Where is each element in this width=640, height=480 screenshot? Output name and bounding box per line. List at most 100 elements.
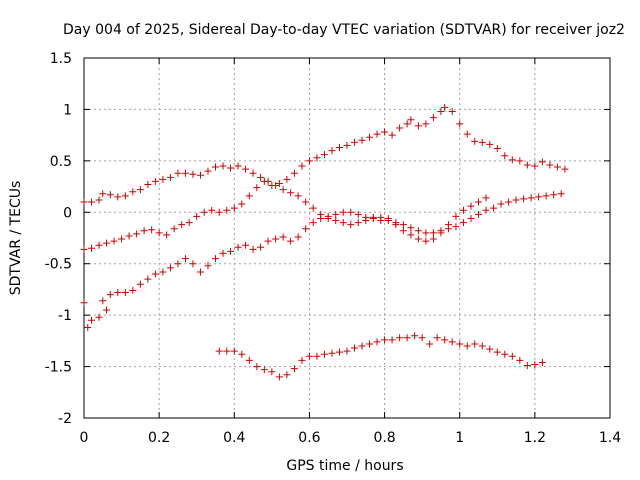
data-point [249, 169, 257, 177]
data-point [84, 323, 92, 331]
data-point [219, 249, 227, 257]
data-point [527, 194, 535, 202]
data-point [452, 212, 460, 220]
data-point [437, 107, 445, 115]
data-point [227, 247, 235, 255]
data-point [151, 270, 159, 278]
data-point [546, 161, 554, 169]
data-point [204, 262, 212, 270]
data-point [234, 162, 242, 170]
data-point [339, 208, 347, 216]
data-point [193, 212, 201, 220]
data-point [305, 352, 313, 360]
x-tick-label: 0.8 [373, 430, 395, 446]
data-point [441, 103, 449, 111]
data-point [257, 173, 265, 181]
data-point [328, 147, 336, 155]
data-point [471, 137, 479, 145]
data-point [129, 188, 137, 196]
data-point [275, 179, 283, 187]
data-point [373, 338, 381, 346]
series-track-4 [215, 332, 546, 381]
data-point [223, 206, 231, 214]
data-point [245, 356, 253, 364]
data-point [448, 107, 456, 115]
data-point [332, 217, 340, 225]
data-point [215, 208, 223, 216]
y-axis-label: SDTVAR / TECUs [8, 181, 24, 296]
data-point [212, 255, 219, 263]
y-tick-label: 0.5 [50, 154, 72, 170]
data-point [144, 275, 152, 283]
data-point [185, 219, 193, 227]
y-tick-label: 0 [63, 205, 72, 221]
series-track-3 [80, 190, 565, 331]
data-point [381, 336, 389, 344]
data-point [471, 340, 479, 348]
y-tick-labels: -2 -1.5 -1 -0.5 0 0.5 1 1.5 [45, 51, 72, 427]
data-point [512, 196, 520, 204]
data-point [437, 227, 445, 235]
data-point [136, 186, 144, 194]
data-point [268, 182, 276, 190]
data-point [358, 136, 366, 144]
data-point [181, 255, 189, 263]
data-point [166, 264, 174, 272]
data-series [80, 103, 569, 381]
data-point [309, 204, 317, 212]
data-point [467, 214, 475, 222]
data-point [155, 229, 163, 237]
x-tick-label: 1 [455, 430, 464, 446]
data-point [260, 177, 268, 185]
data-point [422, 120, 430, 128]
plot-frame [83, 57, 611, 419]
data-point [531, 361, 539, 369]
y-tick-label: -1 [58, 308, 72, 324]
data-point [88, 244, 96, 252]
data-point [290, 169, 298, 177]
data-point [208, 206, 216, 214]
data-point [181, 169, 189, 177]
data-point [478, 342, 486, 350]
data-point [328, 349, 336, 357]
data-point [392, 219, 400, 227]
data-point [456, 340, 464, 348]
data-point [264, 237, 272, 245]
x-tick-label: 0.2 [148, 430, 170, 446]
data-point [347, 221, 355, 229]
data-point [448, 338, 456, 346]
data-point [294, 233, 302, 241]
data-point [230, 347, 238, 355]
data-point [396, 334, 404, 342]
data-point [433, 334, 441, 342]
data-point [523, 362, 531, 370]
data-point [313, 154, 321, 162]
data-point [170, 225, 178, 233]
data-point [163, 231, 171, 239]
data-point [298, 356, 306, 364]
data-point [373, 130, 381, 138]
data-point [230, 204, 238, 212]
data-point [80, 198, 88, 206]
data-point [253, 363, 261, 371]
data-point [429, 229, 437, 237]
data-point [520, 195, 528, 203]
data-point [283, 175, 291, 183]
data-point [159, 268, 167, 276]
data-point [159, 175, 167, 183]
data-point [505, 198, 513, 206]
data-point [275, 373, 283, 381]
y-tick-label: -0.5 [45, 257, 72, 273]
axis-ticks [83, 57, 611, 419]
data-point [366, 133, 374, 141]
data-point [354, 219, 362, 227]
data-point [486, 140, 494, 148]
data-point [339, 219, 347, 227]
data-point [196, 171, 204, 179]
data-point [287, 237, 295, 245]
data-point [351, 138, 359, 146]
data-point [366, 340, 374, 348]
data-point [407, 116, 415, 124]
y-tick-label: -1.5 [45, 360, 72, 376]
